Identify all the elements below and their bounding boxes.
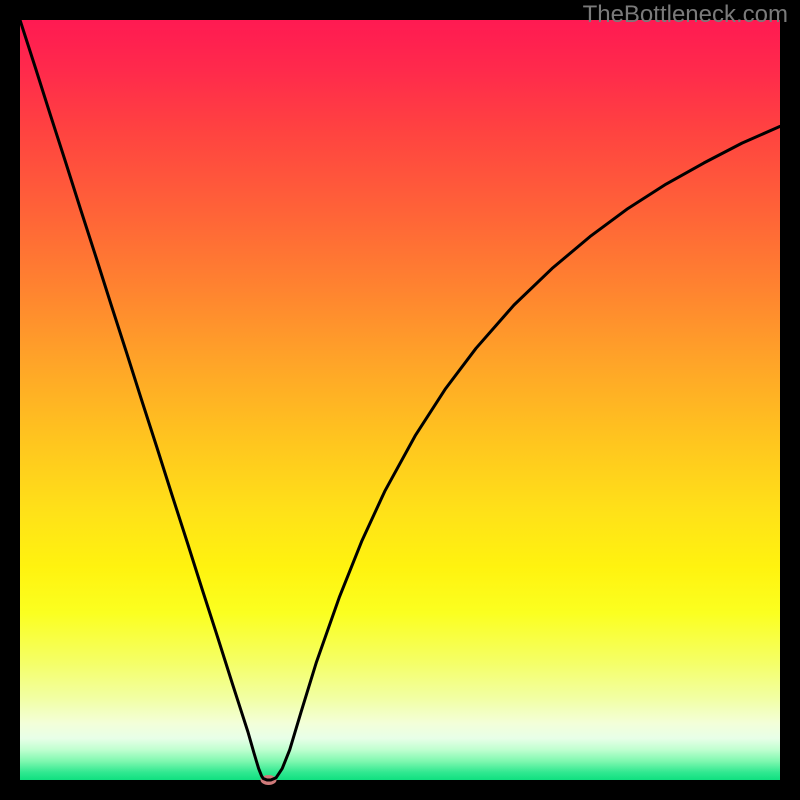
plot-background xyxy=(20,20,780,780)
chart-container: TheBottleneck.com xyxy=(0,0,800,800)
watermark-text: TheBottleneck.com xyxy=(583,1,788,28)
chart-svg: TheBottleneck.com xyxy=(0,0,800,800)
